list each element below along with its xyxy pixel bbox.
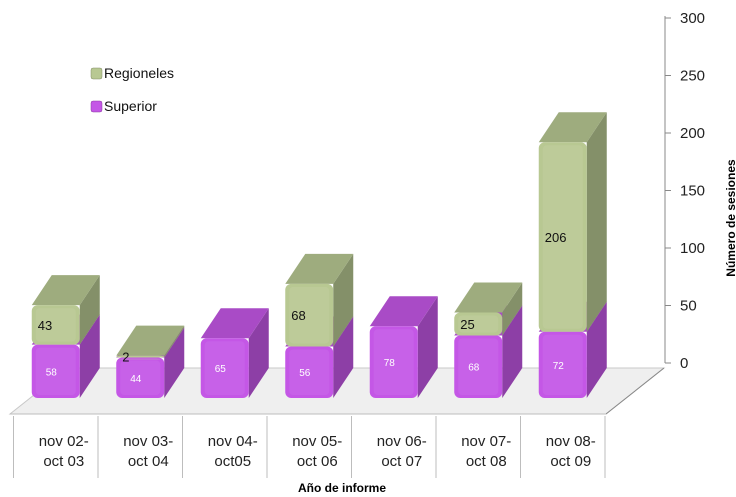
y-tick-label: 50 [680, 298, 697, 315]
bar-superior-front [369, 326, 418, 398]
bar-superior-side [333, 316, 354, 398]
bar-regioneles-top [285, 253, 354, 284]
bar-group: 78 nov 06-oct 07 [369, 296, 438, 470]
x-axis-title: Año de informe [298, 481, 386, 495]
bar-superior-front [454, 335, 503, 398]
legend-label: Regioneles [104, 65, 174, 81]
data-label-regioneles: 68 [291, 308, 305, 323]
legend: Regioneles Superior [90, 65, 174, 114]
bar-regioneles-side [164, 325, 185, 358]
y-tick-label: 100 [680, 240, 705, 257]
y-tick-label: 300 [680, 10, 705, 27]
bar-group: 58 43 nov 02-oct 03 [31, 275, 100, 470]
data-label-superior: 78 [384, 358, 396, 369]
bar-superior-side [79, 314, 100, 398]
bar-superior-front [200, 338, 249, 398]
bar-regioneles-top [454, 282, 523, 313]
bar-superior-highlight [120, 360, 161, 395]
legend-swatch [90, 100, 103, 113]
legend-item: Regioneles [90, 65, 174, 81]
legend-swatch [90, 67, 103, 80]
y-axis-title: Número de sesiones [724, 159, 736, 277]
category-label: nov 08-oct 09 [546, 433, 596, 470]
data-label-superior: 58 [46, 367, 58, 378]
bar-superior-side [502, 305, 523, 398]
bar-regioneles-front [285, 283, 334, 347]
bar-regioneles-side [586, 112, 607, 332]
data-label-regioneles: 2 [122, 350, 129, 365]
bar-regioneles-highlight [120, 358, 161, 360]
bar-regioneles-front [31, 305, 80, 345]
y-tick-label: 200 [680, 125, 705, 142]
bar-superior-side [164, 327, 185, 398]
data-label-superior: 65 [215, 364, 227, 375]
legend-item: Superior [90, 98, 157, 114]
bar-regioneles-front [538, 142, 587, 332]
floor-edge-line [605, 367, 665, 415]
bar-regioneles-top [116, 325, 185, 356]
bar-group: 72 206 nov 08-oct 09 [538, 112, 607, 470]
bar-regioneles-highlight [542, 145, 583, 329]
category-label: nov 03-oct 04 [123, 433, 173, 470]
y-tick-label: 0 [680, 355, 688, 372]
data-label-superior: 68 [468, 363, 480, 374]
bar-regioneles-side [502, 282, 523, 336]
bar-regioneles-highlight [458, 315, 499, 333]
data-label-regioneles: 206 [545, 230, 567, 245]
data-label-regioneles: 25 [460, 317, 474, 332]
bar-superior-side [586, 301, 607, 398]
bar-superior-highlight [204, 341, 245, 395]
bar-superior-highlight [458, 338, 499, 395]
category-label: nov 02-oct 03 [39, 433, 89, 470]
bar-regioneles-top [31, 275, 100, 306]
bar-superior-front [31, 344, 80, 398]
bar-series: 58 43 nov 02-oct 03 442 nov 03-oct 04 65 nov 0… [13, 112, 607, 478]
data-label-superior: 56 [299, 368, 311, 379]
bar-superior-highlight [289, 349, 330, 395]
category-label: nov 06-oct 07 [377, 433, 427, 470]
bar-regioneles-highlight [35, 308, 76, 342]
bar-group: 68 25 nov 07-oct 08 [454, 282, 523, 470]
data-label-superior: 72 [553, 361, 565, 372]
bar-superior-front [116, 357, 165, 398]
bar-regioneles-side [333, 253, 354, 347]
bar-superior-top [369, 296, 438, 327]
bar-superior-top [200, 308, 269, 339]
bar-superior-side [248, 308, 269, 398]
bar-superior-highlight [542, 334, 583, 395]
bar-regioneles-highlight [289, 286, 330, 344]
data-label-regioneles: 43 [38, 318, 52, 333]
category-label: nov 04-oct05 [208, 433, 258, 470]
value-axis: 0 50 100 150 200 250 300 [664, 10, 705, 372]
data-label-superior: 44 [130, 374, 142, 385]
y-tick-label: 150 [680, 183, 705, 200]
bar-regioneles-front [454, 312, 503, 336]
bar-regioneles-side [79, 275, 100, 345]
bar-superior-front [285, 346, 334, 398]
y-tick-label: 250 [680, 68, 705, 85]
bar-group: 65 nov 04-oct05 [200, 308, 269, 470]
category-label: nov 07-oct 08 [461, 433, 511, 470]
bar-superior-front [538, 331, 587, 398]
bar-regioneles-top [538, 112, 607, 143]
bar-regioneles-front [116, 355, 165, 358]
bar-superior-highlight [35, 347, 76, 395]
bar-group: 442 nov 03-oct 04 [116, 325, 185, 470]
bar-group: 56 68 nov 05-oct 06 [285, 253, 354, 470]
category-label: nov 05-oct 06 [292, 433, 342, 470]
bar-superior-highlight [373, 329, 414, 395]
legend-label: Superior [104, 98, 157, 114]
bar-superior-side [417, 296, 438, 398]
